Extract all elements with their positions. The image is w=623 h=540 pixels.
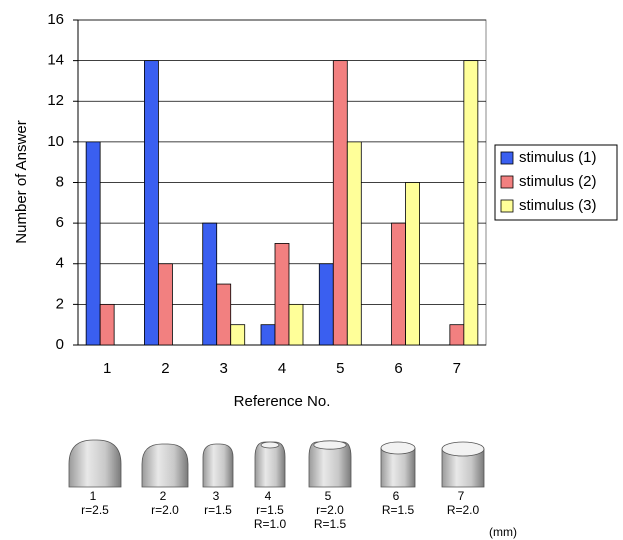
y-tick-label: 10 xyxy=(47,133,64,150)
y-tick-label: 8 xyxy=(56,173,64,190)
y-tick-label: 6 xyxy=(56,214,64,231)
shape-dimension: r=1.5 xyxy=(204,503,232,517)
x-tick-label: 3 xyxy=(220,360,228,377)
shape-top xyxy=(314,441,346,449)
y-tick-label: 16 xyxy=(47,11,64,28)
shape-number: 1 xyxy=(90,489,97,503)
bar xyxy=(203,223,217,345)
shape-number: 3 xyxy=(213,489,220,503)
legend-swatch xyxy=(501,176,513,188)
bar xyxy=(144,61,158,345)
bar xyxy=(333,61,347,345)
legend-swatch xyxy=(501,200,513,212)
figure: Number of Answer Reference No. (mm) 0 2 4 6… xyxy=(0,0,623,540)
bar xyxy=(406,183,420,346)
bar xyxy=(450,325,464,345)
shape-top xyxy=(381,442,415,454)
x-tick-label: 6 xyxy=(394,360,402,377)
legend-label: stimulus (3) xyxy=(519,197,597,214)
shape-number: 6 xyxy=(393,489,400,503)
bar xyxy=(100,304,114,345)
x-tick-label: 4 xyxy=(278,360,286,377)
legend-label: stimulus (2) xyxy=(519,173,597,190)
bar xyxy=(392,223,406,345)
shape-number: 5 xyxy=(325,489,332,503)
y-tick-label: 12 xyxy=(47,92,64,109)
shape-dimension: r=2.0 xyxy=(151,503,179,517)
y-tick-label: 4 xyxy=(56,255,64,272)
y-axis-label: Number of Answer xyxy=(13,120,30,243)
legend-swatch xyxy=(501,152,513,164)
shape-dimension: R=1.0 xyxy=(254,517,287,531)
bar xyxy=(158,264,172,345)
shape-top xyxy=(261,442,279,448)
shape-body xyxy=(255,442,285,487)
x-tick-label: 1 xyxy=(103,360,111,377)
shape-dimension: r=1.5 xyxy=(256,503,284,517)
unit-label: (mm) xyxy=(489,525,517,539)
bar xyxy=(289,304,303,345)
bar xyxy=(347,142,361,345)
shape-dimension: r=2.0 xyxy=(316,503,344,517)
bar xyxy=(217,284,231,345)
shape-body xyxy=(69,440,121,487)
shape-top xyxy=(442,442,484,456)
legend-label: stimulus (1) xyxy=(519,149,597,166)
x-tick-label: 2 xyxy=(161,360,169,377)
shape-number: 7 xyxy=(458,489,465,503)
y-tick-label: 2 xyxy=(56,295,64,312)
bar xyxy=(464,61,478,345)
bar xyxy=(261,325,275,345)
x-tick-label: 5 xyxy=(336,360,344,377)
x-tick-label: 7 xyxy=(453,360,461,377)
bar xyxy=(231,325,245,345)
bar xyxy=(86,142,100,345)
bar xyxy=(275,243,289,345)
y-tick-label: 0 xyxy=(56,336,64,353)
x-axis-label: Reference No. xyxy=(234,393,331,410)
shape-number: 4 xyxy=(265,489,272,503)
shape-dimension: R=1.5 xyxy=(314,517,347,531)
shape-body xyxy=(142,444,188,487)
bar xyxy=(319,264,333,345)
shape-dimension: r=2.5 xyxy=(81,503,109,517)
shape-dimension: R=2.0 xyxy=(447,503,480,517)
shape-dimension: R=1.5 xyxy=(382,503,415,517)
y-tick-label: 14 xyxy=(47,52,64,69)
shape-number: 2 xyxy=(160,489,167,503)
shape-body xyxy=(203,444,233,487)
